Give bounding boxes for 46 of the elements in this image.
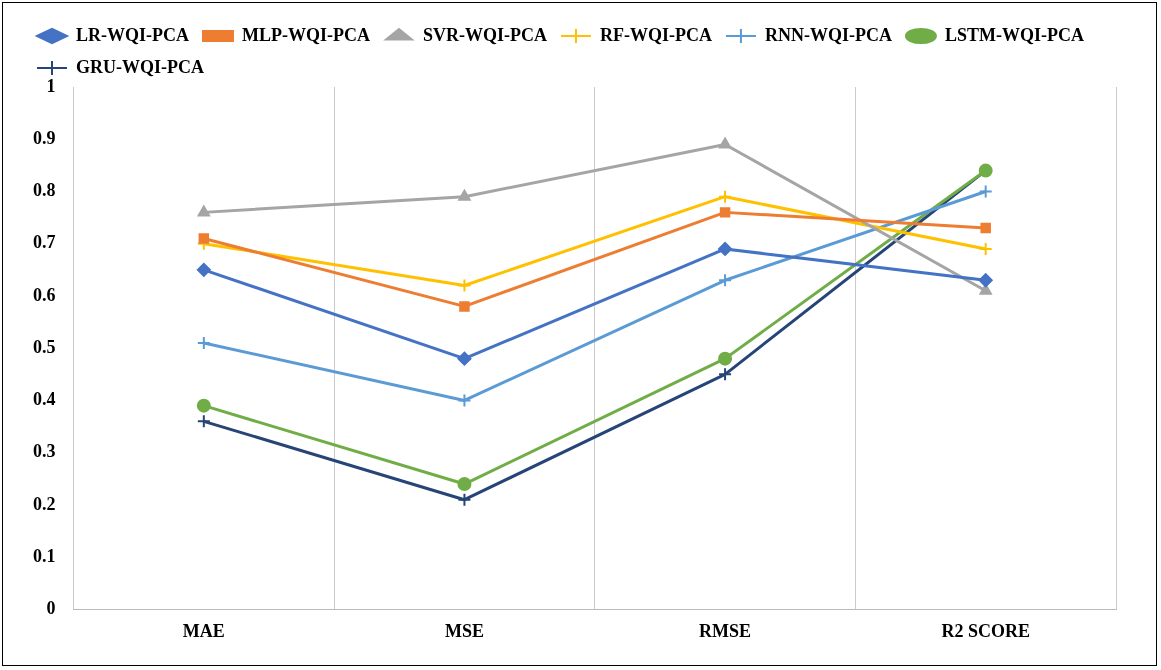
y-tick-label: 0.4 [33,389,56,410]
point [459,301,470,312]
y-tick-label: 0 [46,598,56,619]
legend-label: MLP-WQI-PCA [241,24,370,45]
legend-label: LSTM-WQI-PCA [944,24,1084,45]
point [457,492,472,507]
point [457,393,472,408]
point [198,233,210,244]
x-tick-label: RMSE [699,620,752,641]
point [457,278,472,293]
point [457,477,472,492]
point [718,273,733,288]
y-tick-label: 1 [46,75,56,96]
point [978,241,993,256]
point [718,189,733,204]
point [457,351,472,366]
legend-label: RNN-WQI-PCA [764,24,892,45]
y-tick-label: 0.7 [33,232,56,253]
legend-label: RF-WQI-PCA [599,24,712,45]
point [197,205,211,217]
point [978,184,993,199]
point [719,207,731,218]
point [718,367,733,382]
point [196,398,211,413]
point [196,414,211,429]
legend-label: LR-WQI-PCA [76,24,189,45]
point [978,273,993,288]
point [718,137,732,149]
y-tick-label: 0.6 [33,284,56,305]
y-tick-label: 0.5 [33,336,56,357]
point [718,351,733,366]
point [458,189,471,201]
legend-label: SVR-WQI-PCA [422,24,547,45]
point [196,335,211,350]
point [718,241,733,256]
point [980,222,991,234]
y-tick-label: 0.3 [33,441,56,462]
y-tick-label: 0.1 [33,545,56,566]
y-tick-label: 0.9 [33,127,56,148]
y-tick-label: 0.2 [33,493,56,514]
x-tick-label: MAE [182,620,225,641]
x-tick-label: MSE [444,620,484,641]
legend-label: GRU-WQI-PCA [76,56,204,77]
x-tick-label: R2 SCORE [941,620,1030,641]
point [196,262,211,277]
y-tick-label: 0.8 [33,180,56,201]
